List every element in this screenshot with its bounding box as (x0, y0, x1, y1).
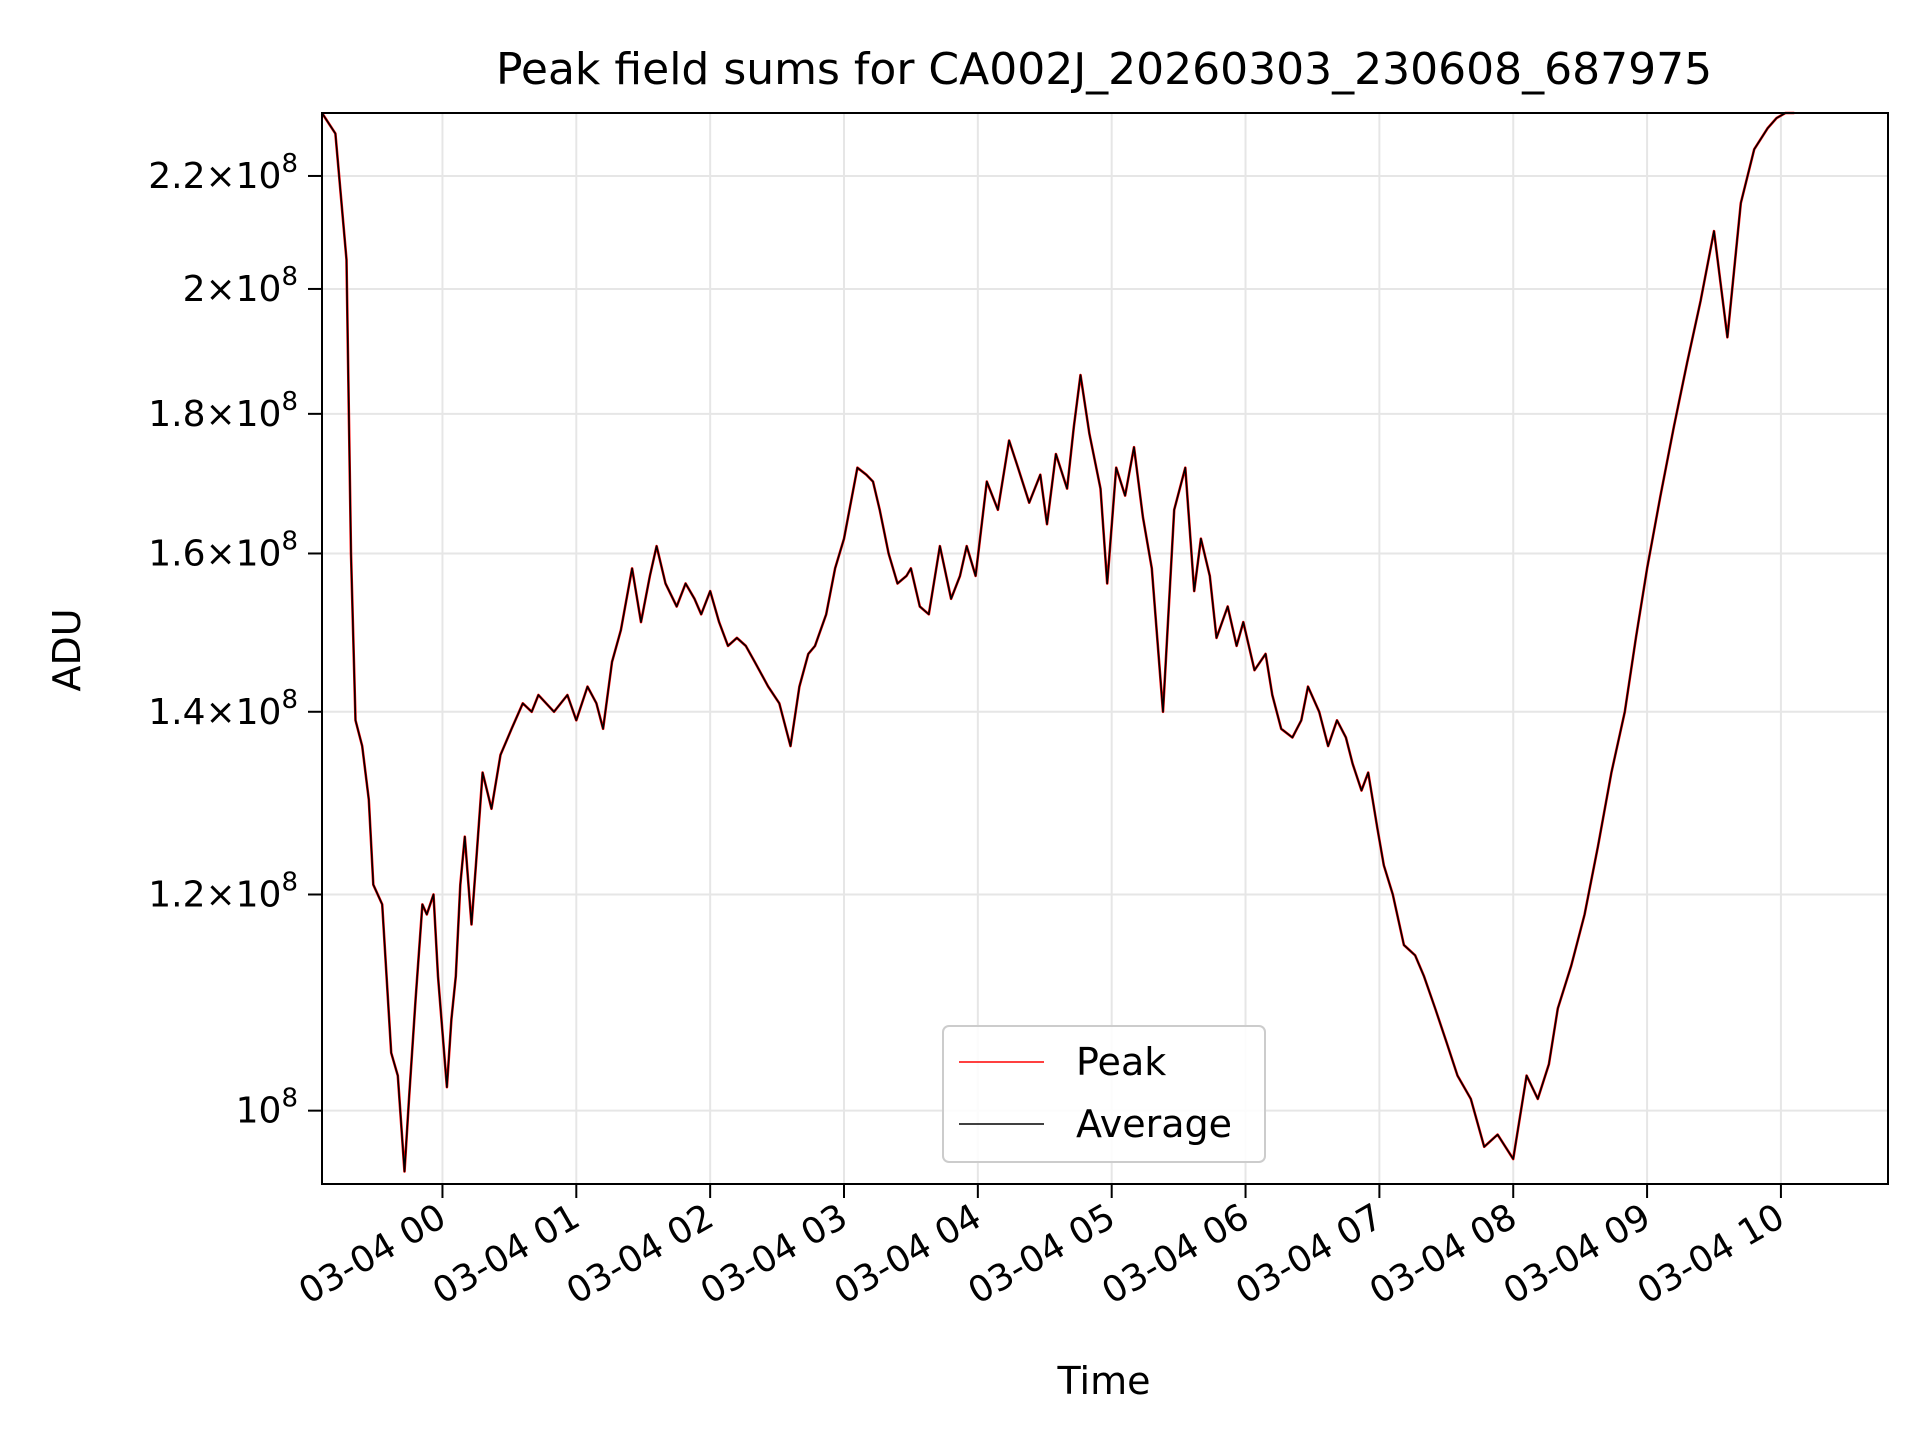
legend-box (942, 1025, 1266, 1163)
y-tick-label: 1.2×108 (148, 868, 298, 916)
y-tick-label: 1.6×108 (148, 526, 298, 574)
y-tick-label: 2.2×108 (148, 149, 298, 197)
y-tick-label: 108 (236, 1084, 298, 1132)
y-tick-label: 2×108 (183, 262, 298, 310)
series-layer (320, 111, 1795, 1173)
plot-frame (321, 112, 1889, 1185)
legend-average-label: Average (1076, 1102, 1232, 1146)
y-axis-label: ADU (45, 608, 89, 691)
x-axis-label: Time (1057, 1359, 1151, 1403)
legend-peak-label: Peak (1076, 1040, 1166, 1084)
series-line-average (321, 112, 1795, 1173)
y-tick-label: 1.8×108 (148, 387, 298, 435)
chart-title: Peak field sums for CA002J_20260303_2306… (496, 44, 1712, 95)
y-tick-label: 1.4×108 (148, 685, 298, 733)
legend: Peak Average (942, 1025, 1266, 1163)
